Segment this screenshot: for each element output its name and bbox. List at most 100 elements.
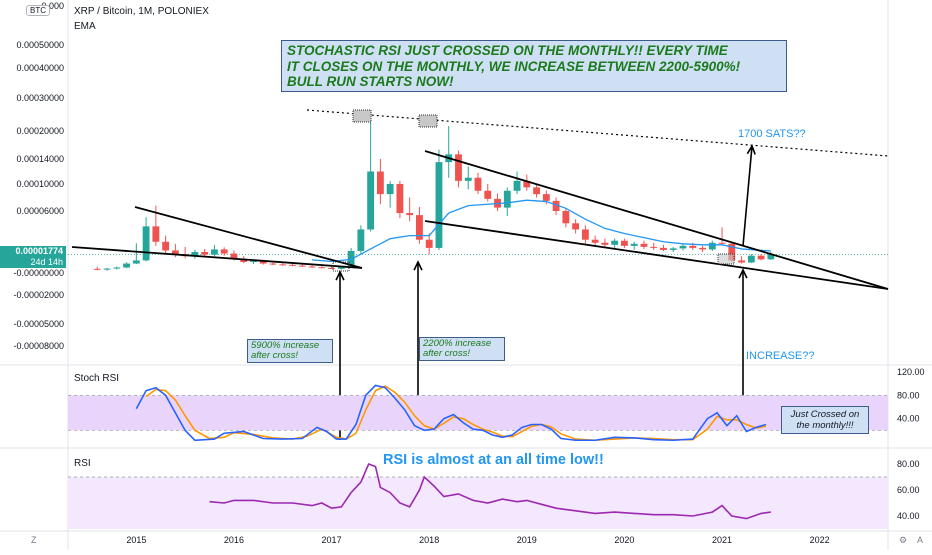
stoch-rsi-title[interactable]: Stoch RSI xyxy=(74,373,120,384)
candle-body xyxy=(513,180,521,191)
stoch-axis-label: 120.00 xyxy=(897,367,925,377)
rsi-note[interactable]: RSI is almost at an all time low!! xyxy=(383,452,604,468)
candle-body xyxy=(591,239,599,243)
candle-body xyxy=(738,260,745,263)
candle-body xyxy=(308,266,316,268)
candle-body xyxy=(230,253,238,260)
candle-body xyxy=(718,242,726,244)
candle-body xyxy=(289,264,296,266)
price-tick-label: 0.00050000 xyxy=(16,40,64,50)
candle-body xyxy=(396,184,404,214)
cross-2018-line-1: 2200% increase xyxy=(423,338,492,349)
trendline-2015-lower xyxy=(71,246,363,269)
candle-body xyxy=(123,263,130,268)
cross-2018-line-2: after cross! xyxy=(423,348,470,359)
candle-body xyxy=(162,241,170,251)
candle-body xyxy=(103,268,111,270)
bottom-marker-2017 xyxy=(332,261,350,272)
candle-body xyxy=(113,267,121,269)
candle-body xyxy=(533,187,540,195)
candle-body xyxy=(318,267,326,269)
timezone-icon[interactable]: Z xyxy=(31,535,37,545)
current-price: 0.00001774 xyxy=(15,246,63,256)
candle-body xyxy=(747,255,755,263)
candle-body xyxy=(689,245,697,248)
settings-icon[interactable]: ⚙ xyxy=(899,535,908,545)
candle-body xyxy=(259,260,267,264)
candle-body xyxy=(474,177,482,191)
candle-body xyxy=(699,247,706,250)
current-price-tag: 0.00001774 24d 14h xyxy=(0,246,66,268)
candle-body xyxy=(552,200,560,211)
ema-line xyxy=(311,199,771,263)
candle-body xyxy=(220,249,228,254)
trendline-2018-lower xyxy=(424,220,889,290)
candle-body xyxy=(757,255,765,260)
target-label[interactable]: 1700 SATS?? xyxy=(738,128,806,140)
candle-body xyxy=(581,229,589,240)
stoch-k-line xyxy=(135,384,767,442)
price-tick-label: 0.00006000 xyxy=(16,206,64,216)
candle-body xyxy=(464,177,472,181)
ema-label[interactable]: EMA xyxy=(74,21,96,32)
trendline-2018-upper xyxy=(424,150,889,290)
candle-body xyxy=(767,254,775,260)
candle-body xyxy=(337,267,345,269)
candle-body xyxy=(416,215,423,240)
cross-2018-callout[interactable]: 2200% increase after cross! xyxy=(419,337,505,361)
rsi-title[interactable]: RSI xyxy=(74,458,91,469)
cross-2017-callout[interactable]: 5900% increase after cross! xyxy=(247,339,333,363)
just-crossed-line-2: the monthly!!! xyxy=(796,420,854,431)
candle-body xyxy=(328,267,335,269)
candle-body xyxy=(406,213,414,216)
peak-marker-2018 xyxy=(418,114,438,128)
main-callout[interactable]: STOCHASTIC RSI JUST CROSSED ON THE MONTH… xyxy=(281,40,787,92)
candle-body xyxy=(152,226,160,242)
time-tick-label: 2017 xyxy=(322,535,342,545)
cross-2017-line-2: after cross! xyxy=(251,350,298,361)
candle-body xyxy=(279,264,287,266)
bottom-marker-2021 xyxy=(717,253,735,265)
peak-marker-2017 xyxy=(352,109,372,123)
candle-body xyxy=(93,268,101,270)
just-crossed-callout[interactable]: Just Crossed on the monthly!!! xyxy=(781,406,869,434)
candle-body xyxy=(611,240,619,245)
candle-body xyxy=(425,239,433,248)
rsi-line xyxy=(209,462,771,520)
price-tick-label: 0.00010000 xyxy=(16,179,64,189)
arrow-2018-cross-head xyxy=(413,260,423,271)
candle-body xyxy=(386,184,394,195)
resistance-line xyxy=(306,109,889,157)
price-tick-label: -0.00005000 xyxy=(13,319,64,329)
price-tick-label: -0.00002000 xyxy=(13,290,64,300)
candle-body xyxy=(191,252,199,257)
increase-label[interactable]: INCREASE?? xyxy=(746,350,815,362)
candle-body xyxy=(621,240,628,246)
candle-body xyxy=(171,250,179,255)
candle-body xyxy=(132,260,140,264)
stoch-d-line xyxy=(145,385,767,442)
trendline-2015-upper xyxy=(134,206,363,269)
rsi-band xyxy=(68,477,888,529)
candle-body xyxy=(669,248,677,250)
candle-body xyxy=(201,252,209,255)
currency-badge[interactable]: BTC xyxy=(26,5,50,16)
candle-body xyxy=(708,242,716,250)
auto-scale-icon[interactable]: A xyxy=(917,535,924,545)
time-tick-label: 2021 xyxy=(712,535,732,545)
rsi-axis-label: 60.00 xyxy=(897,485,920,495)
candle-body xyxy=(572,223,580,230)
time-tick-label: 2018 xyxy=(419,535,439,545)
stoch-axis-label: 40.00 xyxy=(897,414,920,424)
candle-body xyxy=(542,194,550,201)
price-tick-label: 0.000 xyxy=(41,1,64,11)
cross-2017-line-1: 5900% increase xyxy=(251,340,320,351)
symbol-title: XRP / Bitcoin, 1M, POLONIEX xyxy=(74,6,209,17)
candle-body xyxy=(503,190,511,208)
time-tick-label: 2016 xyxy=(224,535,244,545)
stoch-axis-label: 80.00 xyxy=(897,390,920,400)
price-tick-label: 0.00030000 xyxy=(16,93,64,103)
main-callout-line-3: BULL RUN STARTS NOW! xyxy=(287,74,454,89)
stoch-band xyxy=(68,395,888,431)
price-tick-label: -0.00008000 xyxy=(13,341,64,351)
